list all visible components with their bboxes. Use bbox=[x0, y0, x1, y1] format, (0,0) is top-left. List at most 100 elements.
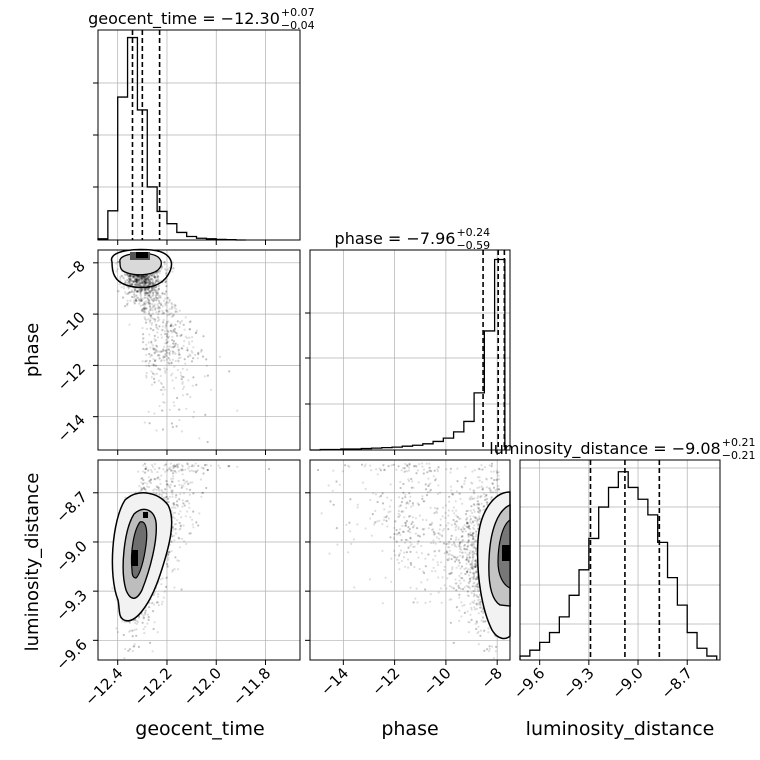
scatter-time-phase-point bbox=[192, 416, 195, 419]
scatter-time-phase-point bbox=[144, 284, 147, 287]
scatter-time-phase-point bbox=[154, 276, 157, 279]
scatter-time-phase-point bbox=[141, 309, 144, 312]
scatter-time-phase-point bbox=[136, 281, 139, 284]
scatter-time-phase-point bbox=[148, 352, 151, 356]
scatter-time-phase-point bbox=[144, 360, 147, 363]
scatter-time-distance-point bbox=[197, 464, 200, 467]
distance-ytick-label-1: −9.0 bbox=[52, 537, 90, 575]
scatter-time-phase-point bbox=[144, 280, 147, 283]
scatter-time-phase-point bbox=[187, 355, 190, 358]
scatter-time-phase-point bbox=[163, 355, 166, 358]
scatter-time-phase-point bbox=[144, 308, 147, 311]
scatter-time-distance-point bbox=[169, 483, 172, 486]
scatter-time-phase-point bbox=[143, 275, 146, 278]
scatter-time-phase-point bbox=[164, 349, 167, 352]
scatter-time-phase-point bbox=[131, 283, 134, 286]
scatter-phase-distance-point bbox=[440, 601, 443, 604]
scatter-time-distance-point bbox=[173, 484, 176, 488]
scatter-time-phase-point bbox=[174, 352, 177, 355]
scatter-time-phase-point bbox=[140, 289, 143, 292]
scatter-time-phase-point bbox=[153, 288, 156, 291]
scatter-time-distance-point bbox=[153, 603, 156, 606]
scatter-phase-distance-point bbox=[462, 539, 465, 542]
scatter-time-phase-point bbox=[158, 306, 161, 309]
scatter-time-phase-point bbox=[166, 296, 169, 300]
scatter-time-phase-point bbox=[145, 292, 148, 295]
scatter-time-phase-point bbox=[156, 271, 159, 274]
scatter-time-phase-point bbox=[128, 283, 131, 286]
distance-ytick-label-0: −8.7 bbox=[52, 488, 90, 526]
scatter-time-phase-point bbox=[157, 280, 160, 283]
scatter-time-phase-point bbox=[177, 360, 180, 363]
scatter-phase-distance-point bbox=[458, 609, 461, 612]
scatter-time-phase-point bbox=[143, 277, 146, 280]
scatter-time-phase-point bbox=[178, 353, 181, 356]
scatter-time-phase-point bbox=[147, 294, 151, 297]
scatter-time-phase-point bbox=[177, 359, 180, 362]
scatter-time-phase-point bbox=[148, 294, 151, 297]
scatter-time-phase-point bbox=[135, 278, 138, 281]
scatter-phase-distance-point bbox=[381, 549, 384, 553]
scatter-time-phase-point bbox=[180, 375, 184, 378]
scatter-time-phase-point bbox=[172, 346, 175, 349]
scatter-time-distance-point bbox=[142, 627, 145, 631]
scatter-time-distance-point bbox=[168, 551, 171, 554]
scatter-time-phase-point bbox=[157, 305, 160, 308]
scatter-time-phase-point bbox=[170, 302, 173, 305]
scatter-time-phase-point bbox=[138, 278, 141, 281]
scatter-time-phase-point bbox=[132, 276, 135, 279]
scatter-time-distance-point bbox=[178, 498, 181, 501]
scatter-time-phase-point bbox=[157, 294, 160, 297]
scatter-time-phase-point bbox=[191, 384, 194, 387]
scatter-time-phase-point bbox=[149, 291, 152, 294]
scatter-time-phase-point bbox=[122, 285, 125, 288]
scatter-time-phase-point bbox=[143, 276, 146, 279]
scatter-time-phase-point bbox=[151, 274, 154, 277]
scatter-time-phase-point bbox=[154, 280, 158, 283]
scatter-time-phase-point bbox=[171, 372, 174, 375]
scatter-time-phase-point bbox=[141, 277, 144, 280]
scatter-time-phase-point bbox=[177, 348, 180, 351]
scatter-time-phase-point bbox=[133, 288, 136, 291]
scatter-time-phase-point bbox=[188, 353, 191, 356]
scatter-time-phase-point bbox=[132, 275, 135, 278]
scatter-time-phase-point bbox=[143, 280, 146, 283]
scatter-time-phase-point bbox=[181, 347, 184, 350]
scatter-time-phase-point bbox=[135, 279, 138, 282]
scatter-time-distance-point bbox=[163, 590, 166, 593]
scatter-time-phase-point bbox=[137, 279, 140, 282]
scatter-time-phase-point bbox=[173, 303, 176, 306]
scatter-time-distance-point bbox=[177, 512, 180, 516]
scatter-time-phase-point bbox=[148, 352, 151, 356]
scatter-time-phase-point bbox=[140, 288, 143, 291]
scatter-time-phase-point bbox=[157, 280, 160, 284]
scatter-time-phase-point bbox=[134, 276, 137, 279]
scatter-time-distance-point bbox=[170, 477, 173, 480]
scatter-time-phase-point bbox=[152, 273, 156, 276]
scatter-time-phase-point bbox=[165, 290, 168, 293]
scatter-phase-distance-point bbox=[432, 541, 435, 545]
scatter-time-distance-point bbox=[187, 482, 190, 486]
scatter-time-distance-point bbox=[171, 570, 174, 573]
scatter-time-phase-point bbox=[147, 274, 151, 277]
scatter-time-phase-point bbox=[164, 332, 167, 336]
scatter-time-phase-point bbox=[136, 284, 139, 287]
scatter-time-distance-point bbox=[178, 483, 181, 486]
scatter-time-distance-point bbox=[228, 465, 231, 468]
scatter-time-phase-point bbox=[147, 278, 150, 282]
scatter-time-phase-point bbox=[140, 299, 143, 302]
scatter-time-distance-point bbox=[192, 510, 195, 513]
scatter-time-phase-point bbox=[148, 283, 151, 286]
scatter-phase-distance-point bbox=[416, 601, 419, 604]
scatter-time-phase-point bbox=[147, 284, 150, 287]
scatter-time-phase-point bbox=[190, 360, 194, 363]
scatter-time-phase-point bbox=[188, 321, 191, 324]
scatter-time-phase-point bbox=[150, 376, 153, 379]
scatter-phase-distance-point bbox=[370, 469, 373, 472]
scatter-time-distance-point bbox=[142, 614, 145, 617]
scatter-time-phase-point bbox=[192, 346, 195, 349]
scatter-time-phase-point bbox=[196, 357, 199, 360]
scatter-time-phase-point bbox=[153, 359, 157, 363]
scatter-time-phase-point bbox=[124, 305, 127, 308]
scatter-time-phase-point bbox=[135, 280, 138, 283]
